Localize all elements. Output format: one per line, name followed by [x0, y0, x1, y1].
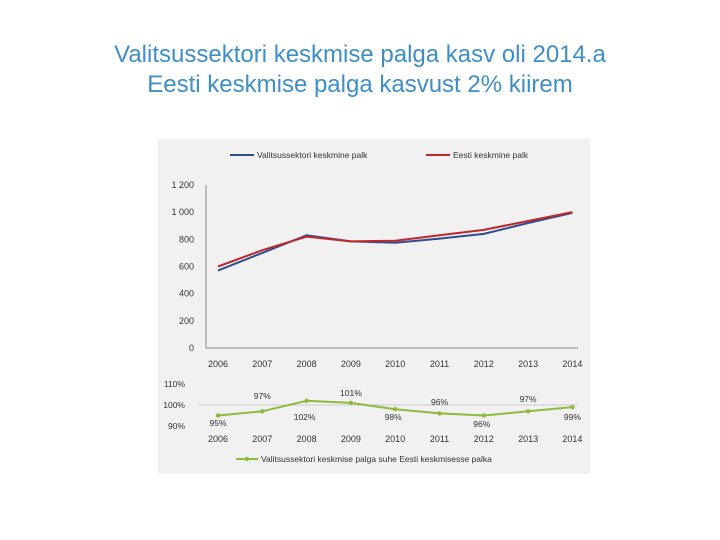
- data-label: 99%: [564, 412, 581, 422]
- x-tick-label: 2008: [297, 434, 317, 444]
- y-tick-label: 1 200: [171, 180, 194, 190]
- wage-line-chart: 0 200 400 600 800 1 000 1 200 2006 2007 2008 2009 2…: [171, 150, 582, 369]
- ratio-point: [348, 400, 354, 406]
- y-tick-label: 1 000: [171, 207, 194, 217]
- slide-title-line-2: Eesti keskmise palga kasvust 2% kiirem: [147, 71, 573, 98]
- x-tick-label: 2006: [208, 359, 228, 369]
- x-tick-label: 2011: [430, 434, 449, 444]
- y-tick-label: 90%: [168, 421, 185, 431]
- x-tick-label: 2007: [252, 434, 272, 444]
- x-tick-label: 2008: [297, 359, 317, 369]
- chart-panel: 0 200 400 600 800 1 000 1 200 2006 2007 2008 2009 2…: [158, 139, 590, 474]
- x-tick-label: 2012: [474, 359, 494, 369]
- data-label: 102%: [294, 412, 316, 422]
- legend-label: Valitsussektori keskmise palga suhe Eest…: [261, 454, 492, 464]
- y-tick-label: 800: [179, 234, 194, 244]
- x-tick-label: 2006: [208, 434, 228, 444]
- ratio-point: [393, 407, 398, 412]
- ratio-line-chart: 90% 100% 110% 2006 2007 2008 2009 2010 2011 2012 2…: [163, 379, 582, 464]
- ratio-point: [525, 409, 531, 414]
- ratio-point: [260, 409, 265, 414]
- data-label: 95%: [209, 418, 226, 428]
- data-label: 98%: [385, 412, 402, 422]
- data-label: 96%: [473, 419, 490, 429]
- y-tick-label: 0: [189, 343, 194, 353]
- y-tick-label: 110%: [164, 379, 186, 389]
- x-tick-label: 2009: [341, 434, 361, 444]
- chart-svg: 0 200 400 600 800 1 000 1 200 2006 2007 2008 2009 2…: [163, 150, 582, 464]
- y-tick-label: 400: [179, 289, 194, 299]
- x-tick-label: 2011: [430, 359, 449, 369]
- y-tick-label: 100%: [163, 400, 185, 410]
- y-tick-label: 600: [179, 262, 194, 272]
- x-tick-label: 2007: [252, 359, 272, 369]
- data-label: 97%: [520, 394, 537, 404]
- x-tick-label: 2009: [341, 359, 361, 369]
- ratio-point: [215, 413, 221, 418]
- data-label: 96%: [431, 397, 448, 407]
- x-tick-label: 2013: [518, 359, 538, 369]
- ratio-point: [437, 411, 442, 416]
- legend-marker: [244, 456, 250, 462]
- series-line-1: [217, 211, 573, 272]
- x-tick-label: 2012: [474, 434, 494, 444]
- legend-label: Eesti keskmine palk: [453, 150, 529, 160]
- x-tick-label: 2010: [385, 359, 405, 369]
- slide-title: Valitsussektori keskmise palga kasv oli …: [0, 40, 720, 100]
- data-label: 101%: [340, 388, 362, 398]
- x-tick-label: 2010: [385, 434, 405, 444]
- slide-title-line-1: Valitsussektori keskmise palga kasv oli …: [114, 41, 606, 68]
- x-tick-label: 2014: [562, 434, 582, 444]
- series-line-2: [217, 211, 573, 268]
- x-tick-label: 2014: [562, 359, 582, 369]
- legend-label: Valitsussektori keskmine palk: [257, 150, 368, 160]
- ratio-point: [570, 404, 575, 410]
- ratio-point: [481, 413, 486, 418]
- y-tick-label: 200: [179, 316, 194, 326]
- ratio-point: [304, 398, 309, 403]
- x-tick-label: 2013: [518, 434, 538, 444]
- data-label: 97%: [254, 391, 271, 401]
